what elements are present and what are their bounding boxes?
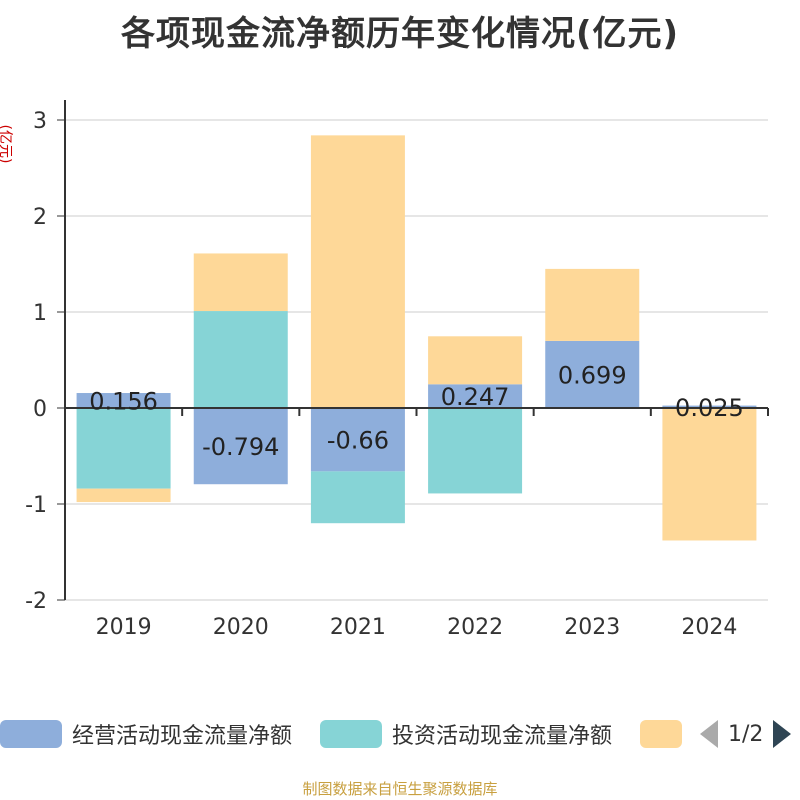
bar-financing-2019 bbox=[76, 488, 171, 503]
data-label-operating: 0.247 bbox=[441, 383, 510, 411]
next-page-icon[interactable] bbox=[773, 720, 792, 748]
legend-page-indicator: 1/2 bbox=[728, 721, 764, 747]
legend-swatch-investing bbox=[320, 720, 382, 748]
data-label-operating: -0.794 bbox=[202, 433, 279, 461]
data-label-operating: -0.66 bbox=[327, 427, 389, 455]
bar-investing-2022 bbox=[428, 408, 523, 494]
bar-operating-2019 bbox=[76, 393, 171, 408]
bar-operating-2021 bbox=[310, 408, 405, 472]
bar-operating-2022 bbox=[428, 384, 523, 408]
legend-item-financing[interactable] bbox=[640, 712, 692, 756]
bar-operating-2020 bbox=[193, 408, 288, 485]
legend-swatch-operating bbox=[0, 720, 62, 748]
bar-investing-2020 bbox=[193, 311, 288, 408]
data-label-operating: 0.025 bbox=[675, 394, 744, 422]
legend-item-operating[interactable]: 经营活动现金流量净额 bbox=[0, 712, 292, 756]
legend: 经营活动现金流量净额 投资活动现金流量净额 1/2 bbox=[0, 712, 800, 756]
y-tick-label: 3 bbox=[33, 109, 47, 134]
y-tick-label: 1 bbox=[33, 301, 47, 326]
y-tick-label: -2 bbox=[25, 589, 47, 614]
legend-swatch-financing bbox=[640, 720, 682, 748]
x-tick-label: 2022 bbox=[447, 615, 503, 640]
bar-chart: 3 2 1 0 -1 -2 2019 2020 2021 2022 2023 2024 0.156 -0.… bbox=[25, 100, 769, 640]
data-label-operating: 0.156 bbox=[89, 388, 158, 416]
x-tick-label: 2020 bbox=[213, 615, 269, 640]
bar-financing-2022 bbox=[428, 336, 523, 385]
y-tick-label: 0 bbox=[33, 397, 47, 422]
bar-operating-2024 bbox=[662, 405, 757, 408]
data-source-note: 制图数据来自恒生聚源数据库 bbox=[302, 780, 498, 798]
x-tick-label: 2024 bbox=[681, 615, 737, 640]
legend-label-operating: 经营活动现金流量净额 bbox=[72, 724, 293, 749]
data-label-operating: 0.699 bbox=[558, 361, 627, 389]
legend-item-investing[interactable]: 投资活动现金流量净额 bbox=[320, 712, 612, 756]
legend-label-investing: 投资活动现金流量净额 bbox=[392, 724, 613, 749]
x-tick-label: 2019 bbox=[96, 615, 152, 640]
chart-title: 各项现金流净额历年变化情况(亿元) bbox=[120, 14, 680, 54]
bar-investing-2019 bbox=[76, 408, 171, 489]
y-tick-label: -1 bbox=[25, 493, 47, 518]
bar-investing-2021 bbox=[310, 471, 405, 524]
bar-financing-2021 bbox=[310, 135, 405, 409]
legend-pager: 1/2 bbox=[700, 712, 792, 756]
prev-page-icon[interactable] bbox=[700, 720, 718, 748]
bar-financing-2024 bbox=[662, 408, 757, 541]
y-tick-label: 2 bbox=[33, 205, 47, 230]
x-tick-label: 2021 bbox=[330, 615, 386, 640]
bar-operating-2023 bbox=[545, 340, 640, 408]
bar-financing-2020 bbox=[193, 253, 288, 312]
x-tick-label: 2023 bbox=[564, 615, 620, 640]
bar-financing-2023 bbox=[545, 268, 640, 341]
